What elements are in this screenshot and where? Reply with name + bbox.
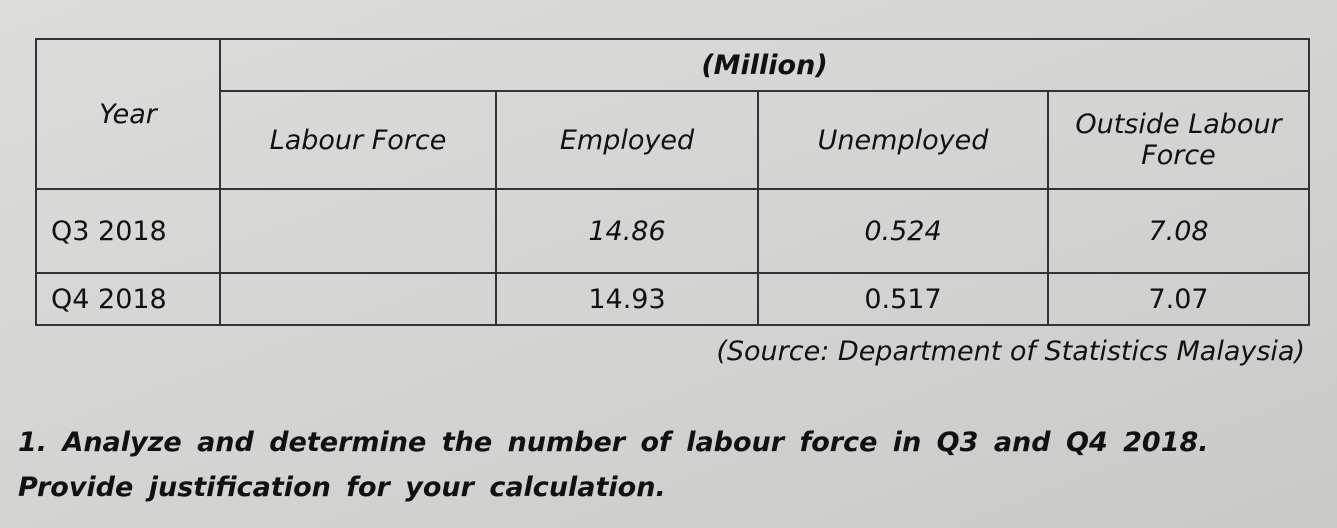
col-outside: Outside Labour Force [1047, 90, 1310, 190]
question: 1. Analyze and determine the number of l… [18, 427, 1209, 503]
labour-force [219, 188, 497, 274]
year: Q3 2018 [35, 188, 221, 274]
source-note: (Source: Department of Statistics Malays… [716, 336, 1305, 367]
labour-table: Year (Million) Labour Force Employed Une… [35, 38, 1310, 326]
unemployed: 0.517 [757, 272, 1049, 326]
table-row: Q3 2018 14.86 0.524 7.08 [35, 188, 1310, 274]
year-header: Year [35, 38, 221, 190]
outside: 7.07 [1047, 272, 1310, 326]
unemployed: 0.524 [757, 188, 1049, 274]
col-employed: Employed [495, 90, 759, 190]
employed: 14.93 [495, 272, 759, 326]
labour-force [219, 272, 497, 326]
year: Q4 2018 [35, 272, 221, 326]
employed: 14.86 [495, 188, 759, 274]
table-row: Q4 2018 14.93 0.517 7.07 [35, 272, 1310, 326]
unit-header: (Million) [219, 38, 1310, 92]
col-labour-force: Labour Force [219, 90, 497, 190]
col-unemployed: Unemployed [757, 90, 1049, 190]
outside: 7.08 [1047, 188, 1310, 274]
